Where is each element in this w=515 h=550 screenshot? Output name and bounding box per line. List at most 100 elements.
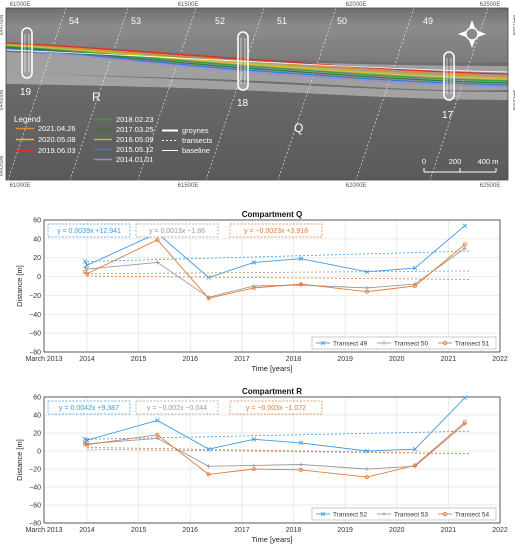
sea-area bbox=[6, 84, 508, 180]
y-tick-label: 40 bbox=[33, 236, 41, 243]
plot-frame bbox=[43, 219, 501, 353]
x-tick-label: 2014 bbox=[79, 356, 95, 363]
data-point bbox=[298, 256, 304, 261]
shoreline-2019.06.03 bbox=[5, 42, 509, 75]
y-axis-label: Distance [m] bbox=[15, 265, 24, 307]
shoreline-2014.01.01 bbox=[5, 48, 509, 88]
data-point bbox=[83, 265, 88, 270]
data-point bbox=[364, 467, 369, 471]
data-point bbox=[298, 462, 303, 467]
y-tick-label: 20 bbox=[33, 255, 41, 262]
trend-equation: y = −0.0023x +3.918 bbox=[244, 228, 308, 235]
x-tick-label: 2018 bbox=[286, 527, 302, 534]
data-point bbox=[251, 285, 256, 290]
trend-equation: y = 0.0039x +12.941 bbox=[57, 228, 121, 235]
legend-feature: groynes bbox=[182, 126, 209, 135]
data-point bbox=[251, 260, 257, 265]
data-point bbox=[412, 265, 418, 271]
map-bottom-tick: 62500E bbox=[480, 183, 501, 189]
groyne-label: 18 bbox=[237, 98, 249, 109]
legend-marker bbox=[382, 341, 386, 345]
compass-east-arrow bbox=[478, 31, 486, 37]
legend-marker bbox=[320, 340, 326, 346]
x-tick-label: 2021 bbox=[441, 527, 457, 534]
x-tick-label: 2021 bbox=[441, 356, 457, 363]
trend-equation: y = 0.0042x +9.387 bbox=[59, 405, 119, 412]
legend-date: 2020.05.08 bbox=[38, 135, 76, 144]
legend-entry: Transect 49 bbox=[333, 341, 367, 348]
y-tick-label: 20 bbox=[33, 431, 41, 438]
map-top-tick: 61000E bbox=[10, 2, 31, 8]
legend-feature: baseline bbox=[182, 146, 210, 155]
x-tick-label: 2015 bbox=[131, 356, 147, 363]
x-tick-label: 2020 bbox=[389, 527, 405, 534]
map-top-tick: 62500E bbox=[480, 2, 501, 8]
y-tick-label: −80 bbox=[29, 350, 41, 357]
data-point bbox=[206, 296, 211, 301]
legend-title: Legend bbox=[14, 115, 41, 124]
transect-number: 52 bbox=[215, 16, 225, 26]
y-tick-label: −60 bbox=[29, 503, 41, 510]
y-tick-label: −20 bbox=[29, 467, 41, 474]
legend-date: 2014.01.01 bbox=[116, 155, 154, 164]
y-tick-label: 0 bbox=[37, 274, 41, 281]
data-point bbox=[84, 437, 90, 443]
x-tick-label: 2016 bbox=[182, 527, 198, 534]
surf-zone bbox=[6, 74, 508, 100]
data-point bbox=[412, 283, 417, 288]
scale-label: 400 m bbox=[478, 157, 499, 166]
x-tick-label: 2020 bbox=[389, 356, 405, 363]
legend-entry: Transect 54 bbox=[455, 512, 489, 519]
transect-number: 53 bbox=[131, 16, 141, 26]
legend-date: 2019.06.03 bbox=[38, 146, 76, 155]
map-right-tick: 644500N bbox=[511, 90, 515, 111]
legend-marker bbox=[442, 340, 447, 345]
data-point bbox=[462, 420, 467, 425]
series-line-Transect 54 bbox=[84, 421, 466, 478]
data-point bbox=[412, 446, 418, 452]
data-point bbox=[155, 237, 160, 242]
scale-label: 0 bbox=[422, 157, 426, 166]
legend-marker bbox=[320, 511, 326, 517]
data-point bbox=[83, 441, 88, 446]
map-frame bbox=[5, 7, 509, 181]
x-tick-label: March 2013 bbox=[26, 527, 63, 534]
scale-label: 200 bbox=[449, 157, 462, 166]
data-point bbox=[298, 440, 304, 446]
chart-legend bbox=[311, 507, 497, 521]
legend-entry: Transect 52 bbox=[333, 512, 367, 519]
y-tick-label: 60 bbox=[33, 218, 41, 225]
trend-equation: y = −0.002x −0.044 bbox=[147, 405, 207, 412]
data-point bbox=[462, 246, 467, 251]
groyne-label: 19 bbox=[20, 87, 32, 98]
x-tick-label: 2022 bbox=[492, 527, 508, 534]
x-tick-label: 2014 bbox=[79, 527, 95, 534]
trend-equation: y = −0.003x −1.072 bbox=[246, 405, 306, 412]
map-bottom-tick: 62000E bbox=[346, 183, 367, 189]
legend-date: 2017.03.25 bbox=[116, 125, 154, 134]
x-axis-label: Time [years] bbox=[252, 535, 293, 544]
groyne bbox=[237, 31, 249, 91]
data-point bbox=[155, 260, 160, 265]
y-tick-label: −20 bbox=[29, 293, 41, 300]
x-tick-label: 2017 bbox=[234, 356, 250, 363]
x-tick-label: March 2013 bbox=[26, 356, 63, 363]
trend-equation-box bbox=[135, 400, 219, 415]
x-tick-label: 2015 bbox=[131, 527, 147, 534]
trend-equation-box bbox=[47, 223, 131, 238]
shoreline-2016.05.09 bbox=[5, 44, 509, 79]
transect-number: 50 bbox=[337, 16, 347, 26]
legend-entry: Transect 51 bbox=[455, 341, 489, 348]
chart-title: Compartment R bbox=[242, 387, 302, 396]
data-point bbox=[84, 262, 90, 268]
map-right-tick: 644750N bbox=[511, 15, 515, 36]
trend-equation-box bbox=[229, 223, 323, 238]
compartment-label-r: R bbox=[92, 90, 101, 104]
x-axis-label: Time [years] bbox=[252, 364, 293, 373]
data-point bbox=[251, 466, 256, 471]
data-point bbox=[364, 475, 369, 480]
legend-date: 2021.04.26 bbox=[38, 124, 76, 133]
